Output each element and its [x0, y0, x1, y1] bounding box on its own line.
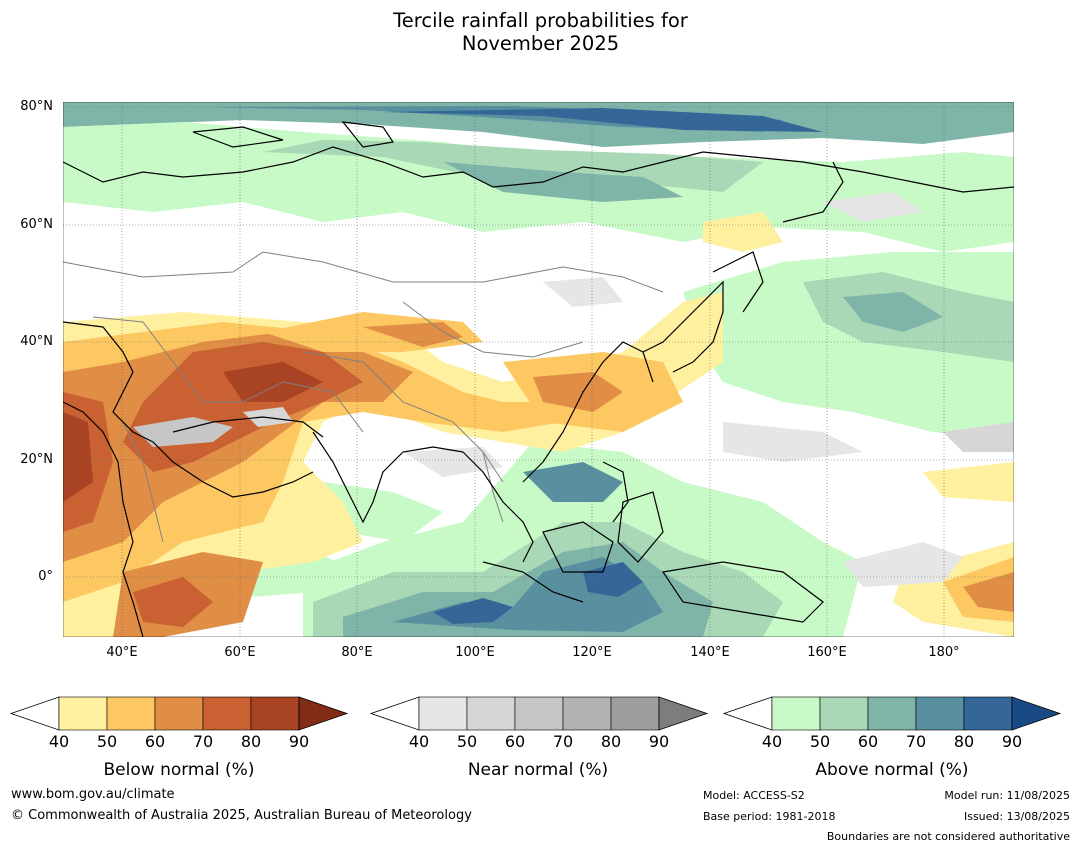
colorbar-below-tick-label: 80 — [241, 732, 261, 751]
colorbar-below-low-extension — [9, 696, 60, 731]
colorbar-above-tick-label: 40 — [762, 732, 782, 751]
colorbar-near-tick-label: 70 — [553, 732, 573, 751]
copyright-notice: © Commonwealth of Australia 2025, Austra… — [11, 808, 472, 823]
above-normal-legend-title: Above normal (%) — [815, 760, 969, 780]
colorbar-below-tick-label: 60 — [145, 732, 165, 751]
colorbar-above-segment — [819, 696, 869, 731]
lon-label-140e: 140°E — [690, 645, 730, 660]
colorbar-below-segment — [250, 696, 300, 731]
model-run-date: Model run: 11/08/2025 — [944, 789, 1070, 802]
lon-label-80e: 80°E — [341, 645, 373, 660]
lon-label-180: 180° — [928, 645, 960, 660]
colorbar-below-tick-label: 70 — [193, 732, 213, 751]
boundaries-disclaimer: Boundaries are not considered authoritat… — [826, 830, 1070, 843]
above-normal-regions — [63, 102, 1014, 637]
colorbar-below-segment — [58, 696, 108, 731]
colorbar-above-tick-label: 80 — [954, 732, 974, 751]
source-url: www.bom.gov.au/climate — [11, 787, 175, 802]
colorbar-near-tick-label: 60 — [505, 732, 525, 751]
colorbar-above-tick-label: 70 — [906, 732, 926, 751]
base-period: Base period: 1981-2018 — [703, 810, 836, 823]
colorbar-near-tick-label: 90 — [649, 732, 669, 751]
lat-label-40n: 40°N — [20, 334, 53, 349]
colorbar-above-low-extension — [722, 696, 773, 731]
lon-label-160e: 160°E — [807, 645, 847, 660]
colorbar-near: 40 50 60 70 80 90 — [369, 696, 709, 751]
lon-label-100e: 100°E — [455, 645, 495, 660]
lon-label-40e: 40°E — [106, 645, 138, 660]
title-line-2: November 2025 — [461, 32, 620, 55]
colorbar-near-high-extension — [658, 696, 709, 731]
colorbar-below-tick-label: 40 — [49, 732, 69, 751]
colorbar-near-segment — [418, 696, 468, 731]
colorbar-above-segment — [867, 696, 917, 731]
colorbar-area: 40 50 60 70 80 90 40 50 60 70 80 90 40 50 60 70 80 90 — [9, 696, 1062, 751]
colorbar-below-segment — [154, 696, 204, 731]
lon-label-120e: 120°E — [572, 645, 612, 660]
country-borders — [63, 251, 664, 543]
rainfall-probability-map — [63, 102, 1014, 637]
coastlines — [63, 121, 1014, 637]
colorbar-above-segment — [771, 696, 821, 731]
colorbar-below-tick-label: 50 — [97, 732, 117, 751]
colorbar-above-high-extension — [1011, 696, 1062, 731]
colorbar-below: 40 50 60 70 80 90 — [9, 696, 349, 751]
chart-title: Tercile rainfall probabilities for Novem… — [0, 9, 1081, 55]
colorbar-near-tick-label: 40 — [409, 732, 429, 751]
lon-label-60e: 60°E — [224, 645, 256, 660]
colorbar-above-tick-label: 50 — [810, 732, 830, 751]
colorbar-below-tick-label: 90 — [289, 732, 309, 751]
title-line-1: Tercile rainfall probabilities for — [393, 9, 688, 32]
colorbar-below-segment — [106, 696, 156, 731]
colorbar-above-tick-label: 90 — [1002, 732, 1022, 751]
near-normal-legend-title: Near normal (%) — [467, 760, 609, 780]
lat-label-0: 0° — [38, 569, 53, 584]
colorbar-near-segment — [466, 696, 516, 731]
colorbar-above-segment — [963, 696, 1013, 731]
colorbar-near-low-extension — [369, 696, 420, 731]
colorbar-above-segment — [915, 696, 965, 731]
colorbar-near-tick-label: 80 — [601, 732, 621, 751]
colorbar-above: 40 50 60 70 80 90 — [722, 696, 1062, 751]
colorbar-near-segment — [610, 696, 660, 731]
colorbar-near-segment — [562, 696, 612, 731]
lat-label-20n: 20°N — [20, 452, 53, 467]
colorbar-near-segment — [514, 696, 564, 731]
map-canvas — [63, 102, 1014, 637]
near-normal-regions — [133, 192, 1014, 587]
model-name: Model: ACCESS-S2 — [703, 789, 805, 802]
colorbar-below-high-extension — [298, 696, 349, 731]
lat-label-80n: 80°N — [20, 99, 53, 114]
lat-label-60n: 60°N — [20, 217, 53, 232]
colorbar-below-segment — [202, 696, 252, 731]
colorbar-near-tick-label: 50 — [457, 732, 477, 751]
colorbar-above-tick-label: 60 — [858, 732, 878, 751]
below-normal-legend-title: Below normal (%) — [103, 760, 255, 780]
graticule — [63, 102, 1014, 637]
issued-date: Issued: 13/08/2025 — [963, 810, 1070, 823]
